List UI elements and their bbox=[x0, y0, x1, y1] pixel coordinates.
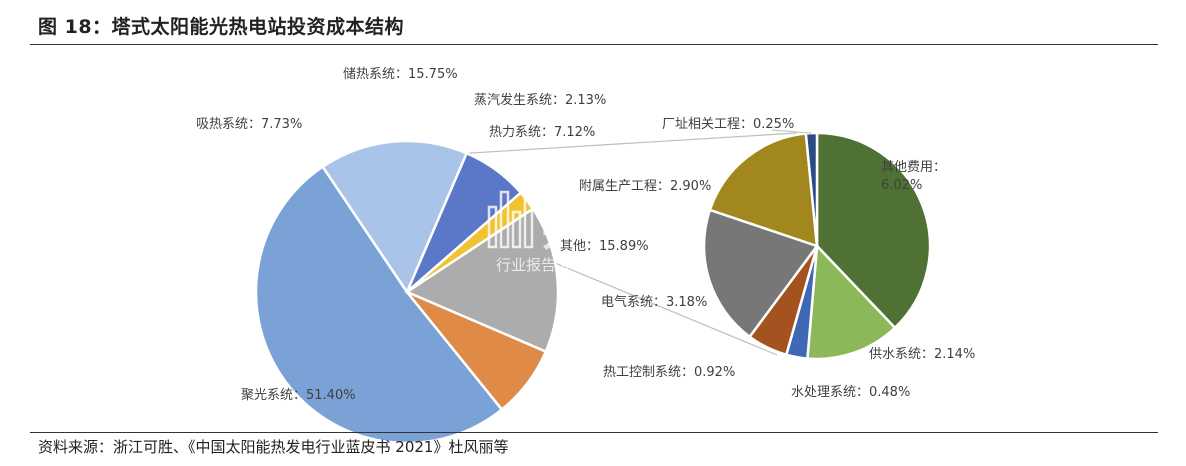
breakdown-pie bbox=[702, 131, 932, 361]
breakdown-pie-slice-4 bbox=[702, 208, 820, 339]
main-pie-label-5: 吸热系统：7.73% bbox=[196, 117, 302, 132]
breakdown-pie-label-2: 水处理系统：0.48% bbox=[791, 385, 910, 400]
breakdown-pie-leader-line bbox=[771, 129, 812, 134]
data-labels: 聚光系统：51.40% 其他：15.89% 热力系统：7.12% 蒸汽发生系统：2.1… bbox=[196, 67, 975, 403]
breakdown-pie-slice-6 bbox=[804, 131, 819, 247]
main-pie-slice-5 bbox=[406, 290, 548, 412]
breakdown-pie-slice-0 bbox=[815, 131, 932, 330]
breakdown-pie-label-6: 厂址相关工程：0.25% bbox=[662, 117, 794, 132]
main-pie-label-3: 蒸汽发生系统：2.13% bbox=[474, 92, 606, 108]
breakdown-pie-label-1: 供水系统：2.14% bbox=[869, 347, 975, 362]
main-pie-slice-0 bbox=[254, 164, 504, 445]
main-pie-label-1: 其他：15.89% bbox=[560, 239, 649, 254]
breakdown-pie-label-5: 附属生产工程：2.90% bbox=[579, 179, 711, 194]
watermark: 并购家 行业报告 IPOIPO.CN bbox=[487, 190, 662, 274]
source-note: 资料来源：浙江可胜、《中国太阳能热发电行业蓝皮书 2021》杜风丽等 bbox=[38, 438, 509, 456]
main-pie-label-4: 储热系统：15.75% bbox=[343, 67, 458, 82]
breakdown-pie-label-4: 电气系统：3.18% bbox=[601, 294, 707, 310]
watermark-logo-icon bbox=[487, 190, 534, 249]
connector-line-top bbox=[466, 132, 798, 154]
main-pie-label-2: 热力系统：7.12% bbox=[489, 125, 595, 140]
main-pie-label-0: 聚光系统：51.40% bbox=[241, 388, 356, 403]
watermark-subtitle: 行业报告 IPOIPO.CN bbox=[496, 256, 637, 274]
watermark-brand: 并购家 bbox=[542, 209, 662, 255]
breakdown-pie-slice-1 bbox=[806, 243, 897, 361]
source-rule bbox=[30, 432, 1158, 433]
breakdown-pie-label-3: 热工控制系统：0.92% bbox=[603, 365, 735, 380]
main-pie-slice-1 bbox=[320, 139, 469, 295]
title-rule bbox=[30, 44, 1158, 45]
breakdown-pie-label-0: 其他费用： 6.02% bbox=[881, 160, 946, 193]
breakdown-pie-slice-5 bbox=[708, 132, 819, 248]
page-title: 图 18：塔式太阳能光热电站投资成本结构 bbox=[38, 16, 405, 38]
